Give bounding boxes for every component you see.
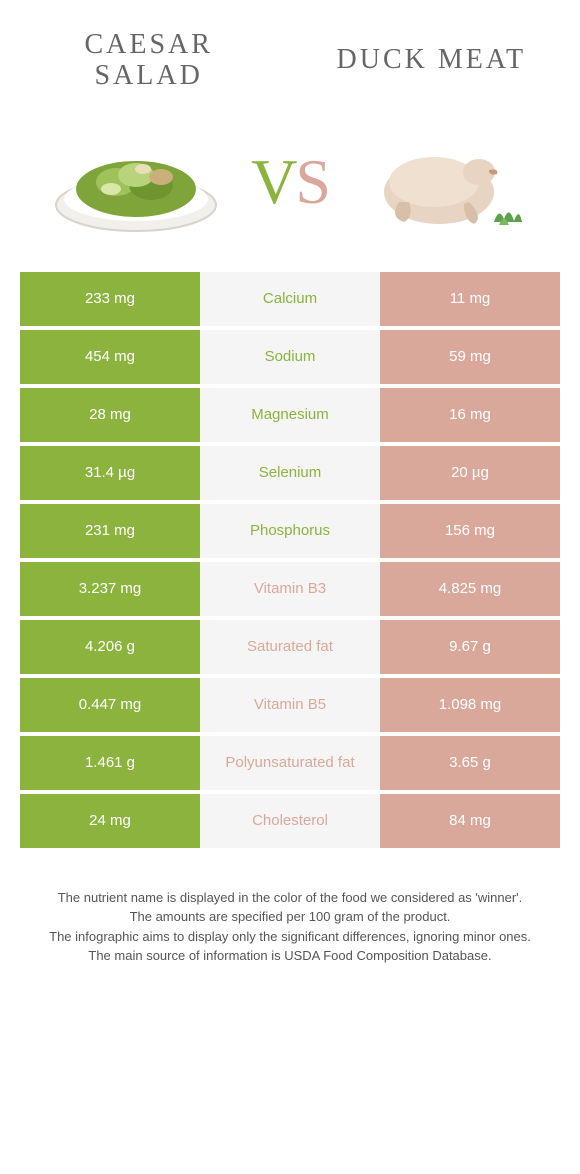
salad-image [30,127,241,237]
nutrient-row: 231 mgPhosphorus156 mg [20,504,560,558]
left-value: 454 mg [20,330,200,384]
nutrient-label: Cholesterol [200,794,380,848]
left-value: 0.447 mg [20,678,200,732]
left-value: 28 mg [20,388,200,442]
right-value: 59 mg [380,330,560,384]
header-row: CAESARSALAD DUCK MEAT [0,0,580,102]
right-value: 9.67 g [380,620,560,674]
nutrient-row: 3.237 mgVitamin B34.825 mg [20,562,560,616]
right-value: 16 mg [380,388,560,442]
right-value: 3.65 g [380,736,560,790]
left-value: 1.461 g [20,736,200,790]
nutrient-label: Phosphorus [200,504,380,558]
right-food-title: DUCK MEAT [323,45,540,76]
right-value: 4.825 mg [380,562,560,616]
nutrient-row: 24 mgCholesterol84 mg [20,794,560,848]
nutrient-label: Selenium [200,446,380,500]
left-value: 231 mg [20,504,200,558]
nutrient-row: 4.206 gSaturated fat9.67 g [20,620,560,674]
left-food-title: CAESARSALAD [40,30,257,92]
vs-v: V [251,146,295,217]
nutrient-row: 454 mgSodium59 mg [20,330,560,384]
right-value: 1.098 mg [380,678,560,732]
vs-label: VS [251,145,329,219]
nutrient-row: 28 mgMagnesium16 mg [20,388,560,442]
vs-s: S [295,146,329,217]
duck-image [339,122,550,242]
nutrient-row: 233 mgCalcium11 mg [20,272,560,326]
right-value: 11 mg [380,272,560,326]
images-row: VS [0,102,580,272]
nutrient-label: Vitamin B5 [200,678,380,732]
right-value: 156 mg [380,504,560,558]
nutrient-label: Saturated fat [200,620,380,674]
nutrient-row: 31.4 µgSelenium20 µg [20,446,560,500]
nutrient-label: Calcium [200,272,380,326]
footer-notes: The nutrient name is displayed in the co… [40,888,540,966]
footer-line: The infographic aims to display only the… [40,927,540,947]
nutrient-table: 233 mgCalcium11 mg454 mgSodium59 mg28 mg… [20,272,560,848]
left-value: 24 mg [20,794,200,848]
left-value: 4.206 g [20,620,200,674]
nutrient-label: Sodium [200,330,380,384]
left-value: 31.4 µg [20,446,200,500]
nutrient-label: Vitamin B3 [200,562,380,616]
left-value: 233 mg [20,272,200,326]
nutrient-row: 0.447 mgVitamin B51.098 mg [20,678,560,732]
nutrient-label: Polyunsaturated fat [200,736,380,790]
nutrient-label: Magnesium [200,388,380,442]
footer-line: The nutrient name is displayed in the co… [40,888,540,908]
nutrient-row: 1.461 gPolyunsaturated fat3.65 g [20,736,560,790]
left-value: 3.237 mg [20,562,200,616]
right-value: 84 mg [380,794,560,848]
right-value: 20 µg [380,446,560,500]
footer-line: The main source of information is USDA F… [40,946,540,966]
footer-line: The amounts are specified per 100 gram o… [40,907,540,927]
